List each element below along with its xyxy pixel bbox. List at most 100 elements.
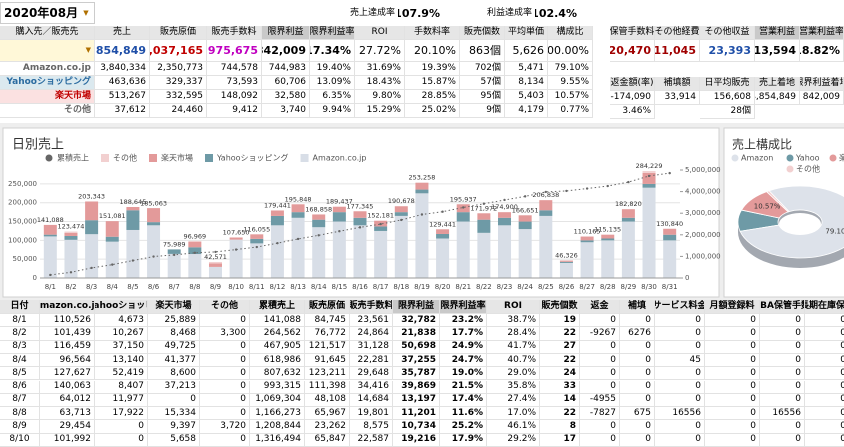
column-header: Amazon.co.jp (40, 300, 95, 314)
table-value: 10,267 (95, 327, 148, 341)
table-value: 16556 (655, 407, 705, 421)
table-value: 17 (540, 433, 580, 447)
x-tick-label: 8/16 (352, 283, 368, 291)
bar-segment (291, 204, 305, 213)
total-label: 179,441 (264, 201, 291, 209)
table-value: 0 (655, 340, 705, 354)
table-value: 46.1% (487, 420, 540, 434)
table-value: 1,166,273 (250, 407, 305, 421)
table-value: 467,905 (250, 340, 305, 354)
legend-marker (45, 154, 53, 162)
table-value: 0 (760, 420, 805, 434)
line-point (544, 190, 548, 194)
table-value: 0 (705, 367, 760, 381)
bar-segment (498, 217, 512, 226)
line-point (565, 189, 568, 193)
bar-segment (621, 221, 635, 278)
y-tick-label: 200,000 (8, 199, 37, 207)
bar-segment (642, 171, 656, 173)
bar-segment (64, 231, 78, 233)
table-value: 116,459 (40, 340, 95, 354)
line-point (668, 171, 671, 175)
summary-value: 3,840,334 (95, 62, 150, 76)
table-value: 3,300 (200, 327, 250, 341)
table-value: 0 (200, 380, 250, 394)
summary-value: 10.57% (548, 90, 593, 104)
table-value: 0 (620, 433, 655, 447)
bar-segment (126, 210, 140, 230)
summary-value: 9.94% (310, 104, 355, 118)
total-value: 4,854,849 (95, 40, 150, 62)
table-value: 8,468 (148, 327, 200, 341)
x-tick-label: 8/8 (189, 283, 200, 291)
total-label: 203,343 (78, 192, 105, 200)
bar-segment (64, 232, 78, 236)
bar-segment (332, 212, 346, 222)
summary-value: 744,578 (207, 62, 262, 76)
period-select[interactable]: 2020年08月 (0, 2, 95, 24)
line-point (647, 174, 651, 178)
summary-value: 744,983 (262, 62, 310, 76)
table-value: -4955 (580, 393, 620, 408)
line-point (462, 206, 465, 209)
bar-segment (477, 232, 491, 278)
bar-segment (43, 234, 57, 237)
bar-segment (498, 225, 512, 278)
table-value: 0 (705, 340, 760, 354)
table-value: 1,208,844 (250, 420, 305, 434)
table-value: 19,216 (393, 433, 440, 447)
table-value: 101,439 (40, 327, 95, 341)
y-tick-label: 50,000 (13, 255, 38, 263)
bar-segment (291, 217, 305, 278)
summary-value: 2,350,773 (150, 62, 207, 76)
total-label: 123,474 (58, 223, 85, 231)
total-label: 182,820 (615, 200, 642, 208)
column-header: 構成比 (548, 26, 593, 40)
pie-title: 売上構成比 (732, 137, 792, 152)
bar-segment (436, 238, 450, 278)
line-point (111, 263, 114, 266)
total-label: 46,326 (555, 252, 578, 260)
x-tick-label: 8/2 (65, 283, 76, 291)
column-header: 営業利益 (755, 26, 800, 40)
table-value: 0 (705, 433, 760, 447)
table-value: 21.5% (440, 380, 487, 394)
x-tick-label: 8/25 (538, 283, 554, 291)
bar-segment (663, 240, 677, 278)
total-value: 863個 (460, 40, 505, 62)
column-header: FBA保管手数 (760, 300, 805, 314)
x-tick-label: 8/15 (331, 283, 347, 291)
pie-hole (779, 213, 821, 235)
x-tick-label: 8/18 (393, 283, 409, 291)
table-value: 0 (805, 381, 844, 394)
table-value: 25,889 (148, 314, 200, 328)
table-value: 0 (655, 420, 705, 434)
table-value: 91,645 (305, 353, 350, 368)
table-value: 63,713 (40, 407, 95, 421)
y2-tick-label: 2,000,000 (685, 231, 721, 239)
side-value: 28個 (700, 105, 755, 119)
column-header: 購入先／販売先 (0, 26, 95, 40)
total-value: 975,675 (207, 40, 262, 62)
table-value: 0 (805, 354, 844, 368)
bar-segment (188, 254, 202, 278)
x-tick-label: 8/30 (641, 283, 657, 291)
pie: 10.57% 79.10% (737, 185, 844, 268)
y2-tick-label: 3,000,000 (685, 209, 721, 217)
table-value: 49,725 (148, 340, 200, 354)
bar-segment (126, 207, 140, 211)
x-tick-label: 8/23 (497, 283, 513, 291)
column-header: 月額登録料 (705, 300, 760, 314)
table-value: 40.7% (487, 353, 540, 368)
table-value: 0 (580, 314, 620, 328)
label: 利益達成率 (486, 7, 532, 18)
total-label: 42,571 (204, 253, 227, 261)
table-value: 0 (655, 393, 705, 408)
total-label: 190,678 (388, 197, 415, 205)
column-header: 保管手数料 (610, 26, 655, 40)
bar-segment (64, 239, 78, 278)
column-header: 返金 (580, 300, 620, 314)
table-value: 0 (620, 367, 655, 381)
column-header: 売上 (95, 26, 150, 40)
table-value: 27.4% (487, 393, 540, 408)
